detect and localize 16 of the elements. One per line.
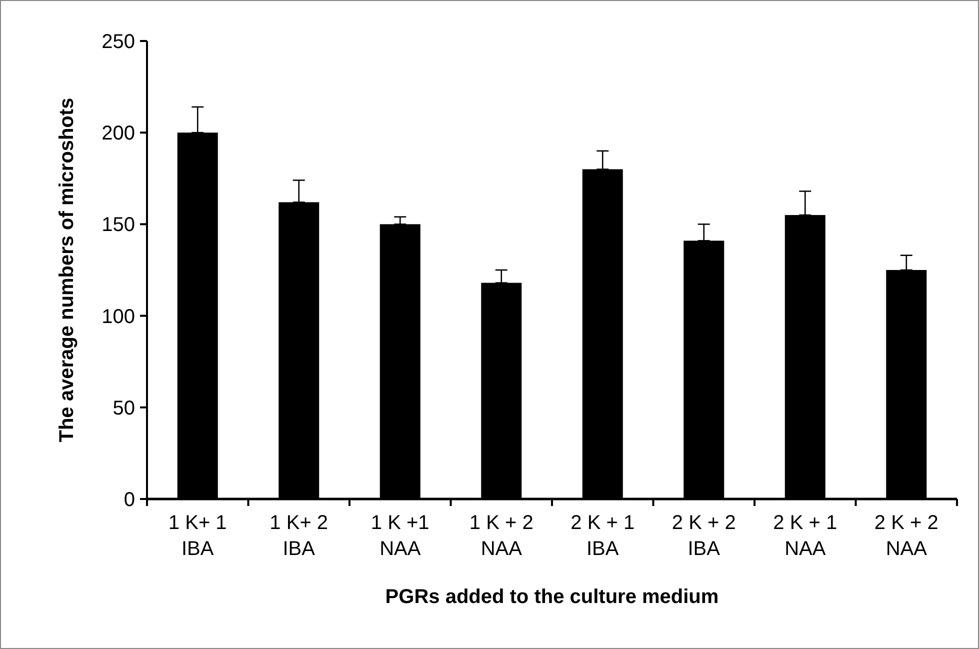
x-axis-title: PGRs added to the culture medium bbox=[385, 586, 719, 608]
y-tick-label: 150 bbox=[102, 214, 135, 236]
y-tick-label: 200 bbox=[102, 122, 135, 145]
x-tick-label: 2 K + 2 IBA bbox=[672, 512, 736, 560]
x-tick-label: 1 K +1 NAA bbox=[370, 512, 430, 560]
y-axis-title: The average numbers of microshots bbox=[56, 98, 78, 442]
x-tick-label: 1 K+ 2 IBA bbox=[270, 512, 328, 560]
y-tick-label: 50 bbox=[112, 397, 135, 420]
x-tick-label: 2 K + 2 NAA bbox=[874, 512, 938, 560]
x-tick-label: 1 K + 2 NAA bbox=[469, 512, 534, 560]
y-tick-label: 100 bbox=[102, 306, 135, 328]
y-tick-label: 250 bbox=[102, 31, 135, 53]
x-tick-label: 2 K + 1 NAA bbox=[773, 512, 838, 560]
x-tick-label: 1 K+ 1 IBA bbox=[168, 512, 227, 560]
y-tick-label: 0 bbox=[124, 489, 135, 511]
x-tick-label: 2 K + 1 IBA bbox=[570, 512, 635, 560]
